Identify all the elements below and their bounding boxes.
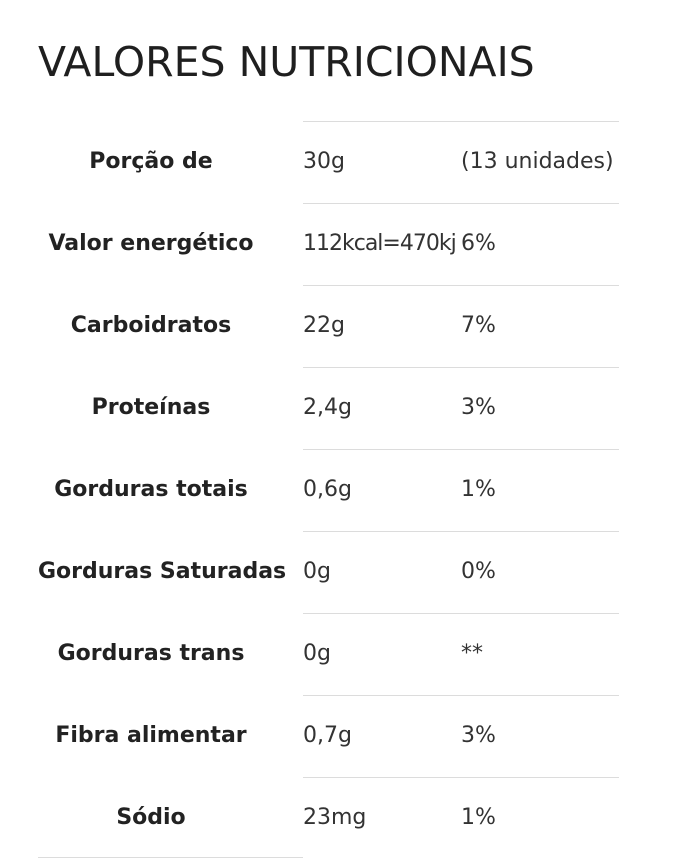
nutrient-amount: 30g [303, 149, 345, 174]
nutrient-name: Gorduras Saturadas [38, 559, 287, 584]
nutrient-amount: 23mg [303, 805, 367, 830]
nutrient-amount: 22g [303, 313, 345, 338]
nutrient-name: Gorduras trans [57, 641, 245, 666]
nutrient-daily-value: 0% [461, 559, 496, 584]
page-title: VALORES NUTRICIONAIS [38, 38, 535, 86]
row-divider [303, 449, 619, 450]
table-row: Gorduras Saturadas 0g 0% [0, 531, 691, 613]
nutrient-name: Valor energético [48, 231, 254, 256]
row-divider [303, 531, 619, 532]
table-row: Fibra alimentar 0,7g 3% [0, 695, 691, 777]
row-divider [303, 613, 619, 614]
nutrient-daily-value: ** [461, 641, 483, 666]
nutrient-daily-value: (13 unidades) [461, 149, 614, 174]
table-bottom-divider [38, 857, 303, 858]
table-row: Proteínas 2,4g 3% [0, 367, 691, 449]
row-divider [303, 777, 619, 778]
nutrient-amount: 0g [303, 559, 331, 584]
nutrient-name: Proteínas [91, 395, 211, 420]
nutrient-daily-value: 3% [461, 723, 496, 748]
nutrient-daily-value: 6% [461, 231, 496, 256]
nutrient-name: Sódio [116, 805, 186, 830]
row-divider [303, 367, 619, 368]
nutrient-amount: 0g [303, 641, 331, 666]
row-divider [303, 121, 619, 122]
nutrition-table: Porção de 30g (13 unidades) Valor energé… [0, 121, 691, 859]
row-divider [303, 285, 619, 286]
nutrient-name: Carboidratos [70, 313, 232, 338]
nutrient-name: Gorduras totais [54, 477, 248, 502]
table-row: Carboidratos 22g 7% [0, 285, 691, 367]
table-row: Sódio 23mg 1% [0, 777, 691, 859]
nutrient-daily-value: 1% [461, 805, 496, 830]
nutrient-amount: 0,7g [303, 723, 352, 748]
table-row: Gorduras trans 0g ** [0, 613, 691, 695]
nutrient-daily-value: 7% [461, 313, 496, 338]
nutrient-amount: 2,4g [303, 395, 352, 420]
nutrient-daily-value: 3% [461, 395, 496, 420]
row-divider [303, 695, 619, 696]
nutrient-amount: 0,6g [303, 477, 352, 502]
table-row: Valor energético 112kcal=470kj 6% [0, 203, 691, 285]
row-divider [303, 203, 619, 204]
nutrient-name: Porção de [89, 149, 213, 174]
nutrient-daily-value: 1% [461, 477, 496, 502]
table-row: Gorduras totais 0,6g 1% [0, 449, 691, 531]
nutrient-amount: 112kcal=470kj [303, 231, 457, 256]
nutrient-name: Fibra alimentar [55, 723, 247, 748]
table-row: Porção de 30g (13 unidades) [0, 121, 691, 203]
